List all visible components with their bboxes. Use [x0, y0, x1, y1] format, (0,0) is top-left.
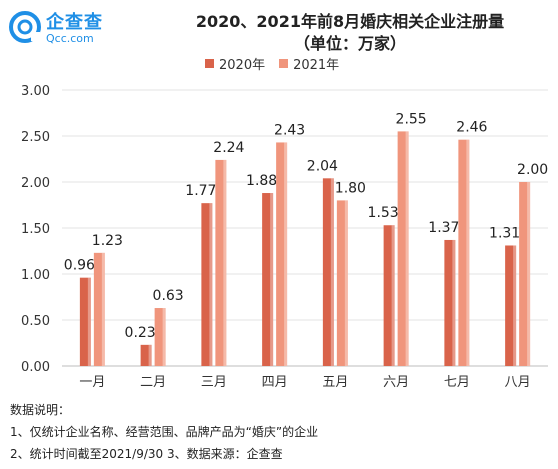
notes-line-2: 2、统计时间截至2021/9/30 3、数据来源：企查查 — [10, 447, 283, 461]
bar-2020年-七月 — [444, 239, 456, 366]
chart-subtitle: （单位：万家） — [293, 34, 406, 53]
y-tick-label-2: 1.00 — [21, 268, 50, 283]
chart-title: 2020、2021年前8月婚庆相关企业注册量 — [195, 12, 505, 31]
data-label-2021年-四月: 2.43 — [274, 122, 305, 138]
bar-2020年-六月 — [383, 225, 395, 366]
bar-highlight-2021年-七月 — [466, 139, 470, 366]
data-label-2020年-七月: 1.37 — [428, 220, 459, 236]
bar-2021年-四月 — [276, 142, 288, 366]
data-label-2021年-八月: 2.00 — [517, 162, 548, 178]
qcc-logo: 企查查 Qcc.com — [8, 6, 148, 50]
qcc-logo-icon — [9, 11, 41, 43]
data-label-2021年-七月: 2.46 — [456, 120, 487, 136]
bar-2020年-一月 — [79, 277, 91, 366]
notes-line-1: 1、仅统计企业名称、经营范围、品牌产品为“婚庆”的企业 — [10, 425, 319, 439]
bar-chart: 0.00 0.50 1.00 1.50 2.00 2.50 3.00 0.96 1.23 一月 0.… — [21, 84, 548, 390]
brand-domain: Qcc.com — [46, 32, 94, 45]
data-label-2020年-六月: 1.53 — [368, 205, 399, 221]
legend-item-2021: 2021年 — [279, 54, 340, 73]
legend-label-2020: 2020年 — [219, 57, 266, 73]
data-label-2021年-一月: 1.23 — [92, 233, 123, 249]
notes-heading: 数据说明： — [10, 403, 71, 417]
bar-2021年-八月 — [519, 182, 531, 366]
data-label-2020年-四月: 1.88 — [246, 173, 277, 189]
bar-highlight-2021年-五月 — [344, 200, 348, 366]
bar-highlight-2020年-七月 — [452, 239, 456, 366]
legend-swatch-2021 — [279, 58, 289, 68]
bar-highlight-2020年-二月 — [148, 344, 152, 366]
bar-highlight-2020年-四月 — [270, 193, 274, 366]
bar-highlight-2021年-三月 — [223, 159, 227, 366]
bar-2020年-四月 — [262, 193, 274, 366]
data-label-2021年-六月: 2.55 — [396, 111, 427, 127]
bar-2020年-二月 — [140, 344, 152, 366]
legend-swatch-2020 — [205, 58, 214, 68]
bar-2020年-五月 — [322, 178, 334, 366]
bar-highlight-2021年-四月 — [284, 142, 288, 366]
x-tick-label-3: 四月 — [262, 375, 288, 390]
bar-2021年-一月 — [93, 252, 105, 366]
bar-highlight-2021年-六月 — [405, 131, 409, 366]
data-notes: 数据说明： 1、仅统计企业名称、经营范围、品牌产品为“婚庆”的企业 2、统计时间… — [10, 399, 318, 465]
brand-name: 企查查 — [46, 12, 103, 33]
data-label-2020年-一月: 0.96 — [64, 258, 95, 274]
data-label-2021年-五月: 1.80 — [335, 180, 366, 196]
bar-highlight-2020年-八月 — [513, 245, 517, 366]
bar-2021年-五月 — [336, 200, 348, 366]
y-tick-label-0: 0.00 — [21, 360, 50, 375]
data-label-2021年-三月: 2.24 — [213, 140, 244, 156]
y-tick-label-6: 3.00 — [21, 84, 50, 99]
x-tick-label-1: 二月 — [140, 375, 166, 390]
chart-legend: 2020年 2021年 — [205, 54, 340, 73]
bar-highlight-2020年-三月 — [209, 203, 213, 366]
y-tick-label-4: 2.00 — [21, 176, 50, 191]
bar-2021年-三月 — [215, 159, 227, 366]
bar-highlight-2020年-五月 — [330, 178, 334, 366]
x-tick-label-0: 一月 — [79, 375, 105, 390]
legend-label-2021: 2021年 — [293, 57, 340, 73]
bar-highlight-2020年-一月 — [87, 277, 91, 366]
bar-2021年-六月 — [397, 131, 409, 366]
y-tick-label-3: 1.50 — [21, 222, 50, 237]
x-tick-label-4: 五月 — [322, 375, 348, 390]
x-tick-label-5: 六月 — [383, 375, 409, 390]
x-tick-label-2: 三月 — [201, 375, 227, 390]
bar-highlight-2021年-二月 — [162, 308, 166, 366]
bar-2021年-七月 — [458, 139, 470, 366]
x-tick-label-6: 七月 — [444, 375, 470, 390]
bar-2021年-二月 — [154, 308, 166, 366]
bar-2020年-八月 — [505, 245, 517, 366]
data-label-2020年-五月: 2.04 — [307, 158, 338, 174]
y-tick-label-1: 0.50 — [21, 314, 50, 329]
legend-item-2020: 2020年 — [205, 54, 266, 73]
bar-highlight-2021年-八月 — [527, 182, 531, 366]
data-label-2021年-二月: 0.63 — [153, 288, 184, 304]
bar-2020年-三月 — [201, 203, 213, 366]
y-tick-label-5: 2.50 — [21, 130, 50, 145]
data-label-2020年-二月: 0.23 — [125, 325, 156, 341]
data-label-2020年-八月: 1.31 — [489, 225, 520, 241]
x-tick-label-7: 八月 — [505, 375, 531, 390]
bar-highlight-2021年-一月 — [101, 252, 105, 366]
data-label-2020年-三月: 1.77 — [185, 183, 216, 199]
bar-highlight-2020年-六月 — [391, 225, 395, 366]
